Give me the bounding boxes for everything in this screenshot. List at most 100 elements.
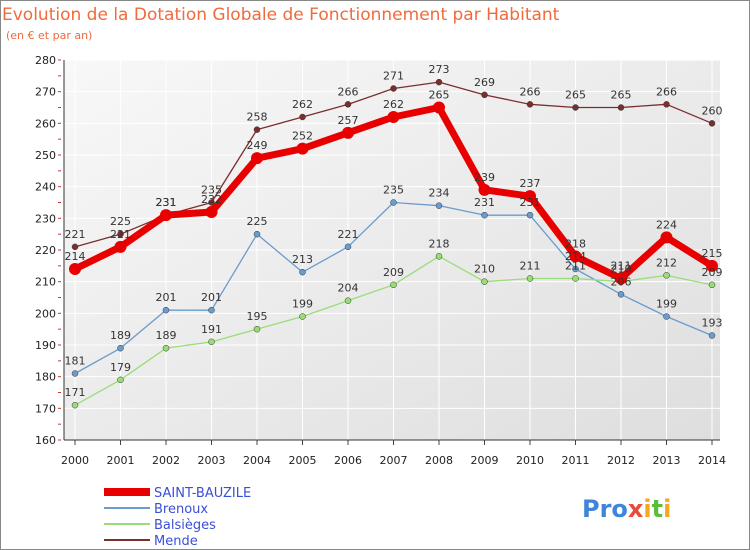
- data-label: 218: [565, 237, 586, 250]
- data-label: 262: [292, 98, 313, 111]
- y-tick-label: 220: [35, 244, 56, 257]
- y-tick-label: 270: [35, 86, 56, 99]
- data-point: [253, 230, 261, 238]
- y-tick-label: 250: [35, 149, 56, 162]
- data-label: 201: [156, 291, 177, 304]
- chart-subtitle: (en € et par an): [6, 29, 92, 42]
- y-tick-label: 200: [35, 307, 56, 320]
- data-point: [481, 91, 488, 99]
- data-label: 215: [702, 247, 723, 260]
- data-label: 224: [656, 218, 677, 231]
- data-label: 212: [656, 256, 677, 269]
- data-label: 266: [656, 85, 677, 98]
- data-point: [526, 211, 534, 219]
- data-point: [299, 268, 306, 276]
- data-point: [208, 199, 215, 206]
- data-point: [162, 344, 170, 352]
- data-point: [617, 291, 625, 298]
- data-label: 235: [201, 184, 222, 197]
- y-tick-label: 180: [35, 371, 56, 384]
- x-tick-label: 2012: [607, 454, 635, 467]
- legend-label: Mende: [154, 534, 198, 549]
- data-point: [572, 104, 579, 111]
- data-point: [344, 101, 352, 108]
- data-point: [299, 113, 306, 121]
- data-label: 210: [474, 263, 495, 276]
- data-point: [478, 183, 491, 196]
- data-point: [663, 313, 670, 320]
- y-tick-label: 160: [35, 434, 56, 447]
- data-point: [160, 209, 172, 222]
- data-point: [390, 199, 397, 206]
- data-label: 232: [201, 193, 222, 206]
- data-label: 260: [702, 104, 723, 117]
- proxiti-logo: Proxiti: [582, 495, 671, 523]
- data-label: 231: [156, 196, 177, 209]
- data-label: 189: [156, 329, 177, 342]
- data-label: 249: [247, 139, 268, 152]
- data-label: 231: [156, 196, 177, 209]
- legend-label: Balsièges: [154, 518, 216, 533]
- data-point: [296, 142, 309, 155]
- data-point: [117, 230, 124, 238]
- data-label: 199: [656, 298, 677, 311]
- data-point: [390, 85, 397, 92]
- data-label: 265: [611, 89, 632, 102]
- y-tick-label: 280: [35, 54, 56, 67]
- data-point: [663, 101, 670, 108]
- data-label: 181: [65, 355, 86, 368]
- data-label: 206: [611, 275, 632, 288]
- data-label: 266: [520, 85, 541, 98]
- chart-title: Evolution de la Dotation Globale de Fonc…: [2, 5, 560, 25]
- data-label: 269: [474, 76, 495, 89]
- data-point: [69, 263, 81, 275]
- x-tick-label: 2004: [243, 454, 271, 467]
- data-label: 225: [110, 215, 131, 228]
- data-point: [208, 306, 215, 314]
- data-point: [617, 104, 625, 111]
- data-label: 273: [429, 63, 450, 76]
- data-label: 237: [520, 177, 541, 190]
- data-point: [387, 111, 400, 123]
- y-tick-label: 190: [35, 339, 56, 352]
- data-label: 252: [292, 130, 313, 143]
- data-point: [208, 338, 215, 346]
- data-point: [253, 126, 261, 133]
- data-label: 209: [702, 266, 723, 279]
- data-point: [344, 297, 352, 304]
- data-label: 266: [338, 85, 359, 98]
- data-point: [706, 259, 718, 272]
- data-label: 171: [65, 386, 86, 399]
- data-label: 231: [520, 196, 541, 209]
- x-tick-label: 2009: [471, 454, 499, 467]
- data-label: 231: [474, 196, 495, 209]
- x-tick-label: 2003: [198, 454, 226, 467]
- data-label: 199: [292, 298, 313, 311]
- data-point: [344, 243, 352, 251]
- data-point: [433, 101, 445, 114]
- y-tick-label: 260: [35, 117, 56, 130]
- x-tick-label: 2000: [61, 454, 89, 467]
- data-point: [71, 370, 79, 377]
- data-label: 265: [565, 89, 586, 102]
- data-label: 214: [565, 250, 586, 263]
- x-tick-label: 2007: [380, 454, 408, 467]
- data-point: [660, 231, 673, 244]
- data-label: 210: [611, 263, 632, 276]
- data-point: [162, 306, 170, 314]
- data-point: [117, 376, 124, 384]
- data-label: 211: [611, 260, 632, 273]
- data-label: 271: [383, 70, 404, 83]
- data-label: 204: [338, 282, 359, 295]
- data-label: 211: [565, 260, 586, 273]
- y-tick-label: 170: [35, 402, 56, 415]
- data-point: [663, 272, 670, 279]
- data-label: 211: [520, 260, 541, 273]
- data-label: 193: [702, 317, 723, 330]
- data-label: 218: [429, 237, 450, 250]
- data-label: 213: [292, 253, 313, 266]
